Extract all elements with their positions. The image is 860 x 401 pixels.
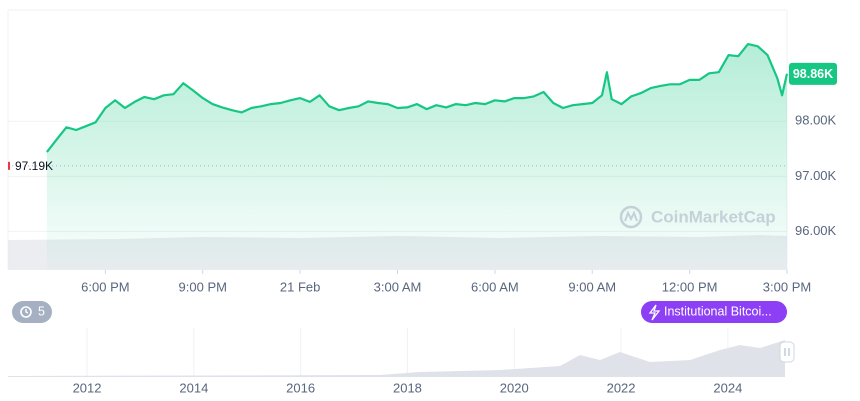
open-label: 97.19K (15, 159, 53, 173)
navigator-tick-label: 2020 (500, 380, 529, 395)
navigator-tick-label: 2016 (286, 380, 315, 395)
event-label: Institutional Bitcoi... (664, 304, 772, 318)
y-tick-label: 98.00K (795, 113, 837, 128)
navigator-tick-label: 2018 (393, 380, 422, 395)
x-tick-label: 9:00 PM (179, 279, 227, 294)
watermark: CoinMarketCap (619, 205, 776, 229)
navigator-tick-label: 2012 (73, 380, 102, 395)
navigator-tick-label: 2014 (179, 380, 208, 395)
x-tick-label: 6:00 PM (81, 279, 129, 294)
price-area (46, 44, 787, 270)
last-value-label: 98.86K (793, 67, 833, 81)
x-tick-label: 9:00 AM (568, 279, 616, 294)
navigator-tick-label: 2022 (607, 380, 636, 395)
navigator-area (8, 340, 785, 377)
x-tick-label: 21 Feb (280, 279, 320, 294)
last-value-box (789, 62, 837, 85)
badge[interactable] (12, 301, 52, 323)
y-tick-label: 97.00K (795, 168, 837, 183)
clock-hand (25, 309, 29, 314)
badge-count: 5 (38, 304, 45, 318)
price-line (46, 43, 789, 153)
x-tick-label: 3:00 PM (763, 279, 811, 294)
navigator-handle[interactable] (779, 341, 795, 363)
clock-icon (20, 306, 32, 318)
x-tick-label: 6:00 AM (471, 279, 519, 294)
x-tick-label: 12:00 PM (662, 279, 718, 294)
navigator-tick-label: 2024 (713, 380, 742, 395)
event-icon (648, 304, 661, 321)
event-pill[interactable] (641, 301, 787, 323)
watermark-text: CoinMarketCap (651, 207, 776, 226)
y-tick-label: 96.00K (795, 223, 837, 238)
x-tick-label: 3:00 AM (374, 279, 422, 294)
